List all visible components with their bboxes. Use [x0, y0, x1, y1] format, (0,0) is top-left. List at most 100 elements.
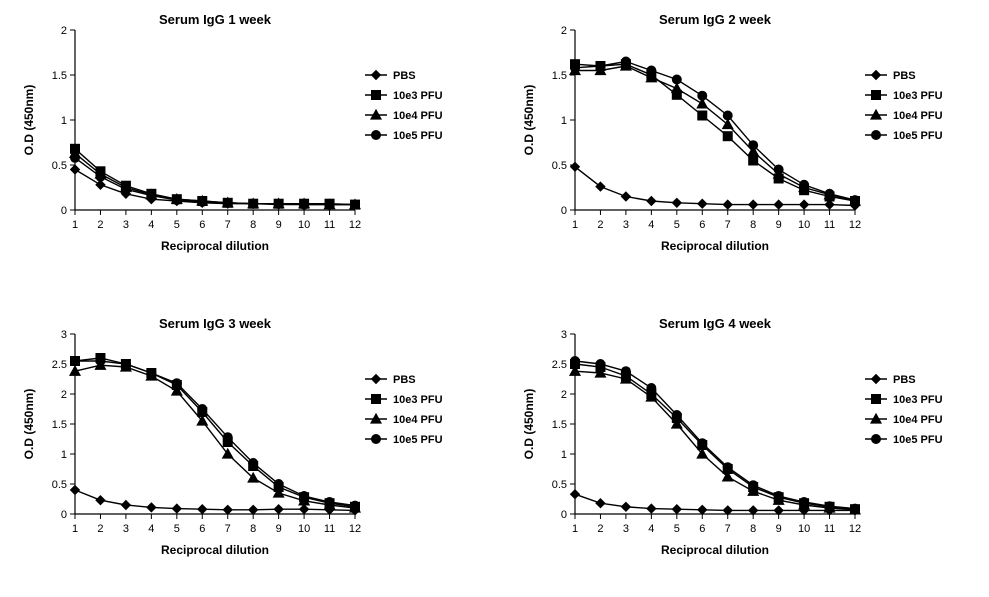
x-tick-label: 11 — [824, 219, 835, 231]
y-tick-label: 1.5 — [52, 70, 67, 82]
x-tick-label: 3 — [123, 219, 129, 231]
y-axis-label: O.D (450nm) — [522, 388, 536, 459]
x-tick-label: 10 — [798, 219, 810, 231]
x-tick-label: 4 — [148, 219, 154, 231]
series-marker-s10e5 — [571, 356, 580, 365]
x-tick-label: 10 — [798, 523, 810, 535]
series-marker-s10e5 — [71, 153, 80, 162]
legend-marker-s10e3 — [372, 91, 381, 100]
y-tick-label: 0.5 — [552, 479, 567, 491]
x-tick-label: 4 — [148, 523, 154, 535]
series-marker-s10e5 — [325, 497, 334, 506]
x-axis-label: Reciprocal dilution — [161, 543, 269, 557]
chart-bg — [10, 314, 480, 579]
y-tick-label: 0.5 — [552, 160, 567, 172]
legend-label-pbs: PBS — [893, 70, 916, 82]
series-marker-s10e5 — [621, 366, 630, 375]
series-marker-s10e5 — [351, 200, 360, 209]
series-marker-s10e5 — [325, 200, 334, 209]
x-tick-label: 6 — [699, 523, 705, 535]
series-marker-s10e5 — [274, 199, 283, 208]
y-tick-label: 2 — [61, 25, 67, 37]
y-tick-label: 1.5 — [552, 70, 567, 82]
series-marker-s10e5 — [300, 200, 309, 209]
series-marker-s10e5 — [274, 479, 283, 488]
legend-marker-s10e3 — [872, 394, 881, 403]
chart-svg: Serum IgG 3 week00.511.522.5312345678910… — [10, 314, 480, 579]
x-tick-label: 1 — [72, 219, 78, 231]
y-tick-label: 1 — [561, 115, 567, 127]
series-marker-s10e5 — [596, 62, 605, 71]
chart-title: Serum IgG 1 week — [159, 12, 272, 27]
series-marker-s10e5 — [596, 359, 605, 368]
x-tick-label: 1 — [572, 523, 578, 535]
legend-label-s10e3: 10e3 PFU — [893, 90, 943, 102]
series-marker-s10e5 — [800, 180, 809, 189]
x-tick-label: 4 — [648, 523, 654, 535]
legend-marker-s10e3 — [872, 91, 881, 100]
x-tick-label: 6 — [699, 219, 705, 231]
x-axis-label: Reciprocal dilution — [161, 239, 269, 253]
x-tick-label: 12 — [849, 219, 861, 231]
x-tick-label: 5 — [674, 523, 680, 535]
y-tick-label: 2 — [61, 389, 67, 401]
y-tick-label: 2.5 — [52, 359, 67, 371]
chart-svg: Serum IgG 1 week00.511.52123456789101112… — [10, 10, 480, 275]
series-marker-s10e5 — [749, 480, 758, 489]
x-axis-label: Reciprocal dilution — [661, 543, 769, 557]
x-tick-label: 2 — [597, 523, 603, 535]
series-marker-s10e5 — [647, 66, 656, 75]
panel-week1: Serum IgG 1 week00.511.52123456789101112… — [10, 10, 480, 284]
series-marker-s10e5 — [172, 378, 181, 387]
series-marker-s10e5 — [96, 172, 105, 181]
y-tick-label: 1.5 — [52, 419, 67, 431]
series-marker-s10e5 — [223, 432, 232, 441]
x-tick-label: 7 — [725, 219, 731, 231]
series-marker-s10e5 — [723, 111, 732, 120]
y-tick-label: 1 — [61, 449, 67, 461]
y-tick-label: 3 — [61, 329, 67, 341]
x-tick-label: 9 — [776, 523, 782, 535]
legend-label-s10e5: 10e5 PFU — [893, 130, 943, 142]
x-tick-label: 12 — [349, 219, 361, 231]
series-marker-s10e5 — [351, 501, 360, 510]
y-tick-label: 0 — [61, 205, 67, 217]
series-marker-s10e5 — [172, 196, 181, 205]
panel-week4: Serum IgG 4 week00.511.522.5312345678910… — [510, 314, 980, 588]
x-tick-label: 10 — [298, 523, 310, 535]
y-tick-label: 0.5 — [52, 479, 67, 491]
x-tick-label: 8 — [250, 523, 256, 535]
series-marker-s10e5 — [147, 368, 156, 377]
series-marker-s10e5 — [121, 185, 130, 194]
x-tick-label: 8 — [250, 219, 256, 231]
legend-marker-s10e5 — [372, 131, 381, 140]
y-tick-label: 0 — [561, 205, 567, 217]
series-marker-s10e5 — [198, 404, 207, 413]
series-marker-s10e5 — [249, 199, 258, 208]
x-tick-label: 6 — [199, 523, 205, 535]
legend-label-pbs: PBS — [893, 374, 916, 386]
chart-grid: Serum IgG 1 week00.511.52123456789101112… — [10, 10, 979, 587]
x-tick-label: 7 — [225, 219, 231, 231]
legend-label-pbs: PBS — [393, 374, 416, 386]
series-marker-s10e5 — [723, 462, 732, 471]
legend-label-s10e3: 10e3 PFU — [893, 394, 943, 406]
series-marker-s10e5 — [698, 91, 707, 100]
chart-title: Serum IgG 3 week — [159, 316, 272, 331]
legend-label-s10e5: 10e5 PFU — [393, 434, 443, 446]
legend-label-s10e5: 10e5 PFU — [393, 130, 443, 142]
y-axis-label: O.D (450nm) — [22, 388, 36, 459]
legend-marker-s10e5 — [372, 434, 381, 443]
x-tick-label: 4 — [648, 219, 654, 231]
series-marker-s10e5 — [672, 410, 681, 419]
x-tick-label: 9 — [276, 523, 282, 535]
chart-bg — [510, 314, 980, 579]
x-tick-label: 3 — [623, 523, 629, 535]
x-tick-label: 3 — [123, 523, 129, 535]
series-marker-s10e5 — [96, 356, 105, 365]
series-marker-s10e5 — [851, 504, 860, 513]
legend-label-s10e3: 10e3 PFU — [393, 90, 443, 102]
legend-marker-s10e3 — [372, 394, 381, 403]
series-marker-s10e5 — [647, 383, 656, 392]
legend-marker-s10e5 — [872, 131, 881, 140]
